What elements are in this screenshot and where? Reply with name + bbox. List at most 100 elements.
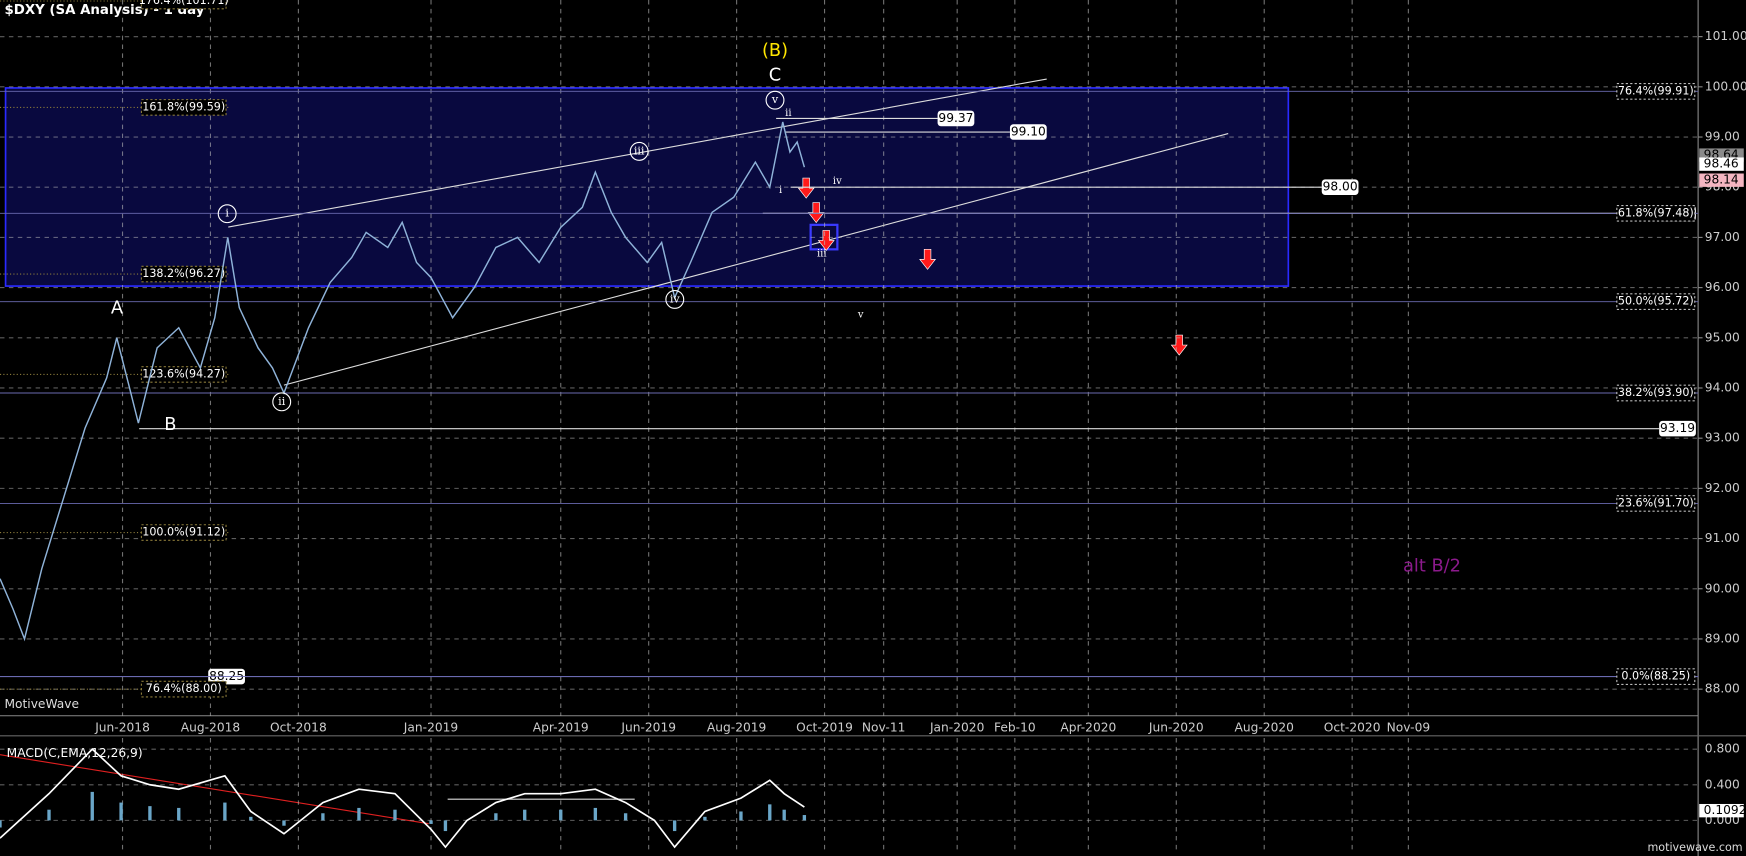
fib-label: 100.0%(91.12) <box>142 526 225 539</box>
x-tick-label: Feb-10 <box>994 720 1036 734</box>
down-arrow <box>817 230 835 251</box>
x-tick-label: Jan-2019 <box>403 720 458 734</box>
price-marker-label: 98.46 <box>1704 157 1739 171</box>
wave-label: iv <box>833 176 842 187</box>
level-label: 93.19 <box>1660 421 1695 435</box>
x-tick-label: Jan-2020 <box>929 720 984 734</box>
macd-line <box>0 747 805 849</box>
wave-circle <box>629 141 649 161</box>
wave-label: i <box>779 185 782 196</box>
fib-label: 76.4%(88.00) <box>146 682 222 695</box>
footer: motivewave.com <box>1647 841 1742 854</box>
fib-box <box>140 99 227 116</box>
fib-label: 50.0%(95.72) <box>1618 295 1694 308</box>
x-tick-label: Oct-2018 <box>270 720 327 734</box>
trendline <box>228 78 1047 228</box>
x-tick-label: Aug-2018 <box>181 720 240 734</box>
price-line <box>0 121 806 642</box>
fib-box <box>140 366 227 383</box>
fib-label: 123.6%(94.27) <box>142 367 225 380</box>
x-tick-label: Jun-2019 <box>620 720 676 734</box>
fib-label: 76.4%(99.91) <box>1618 84 1694 97</box>
x-tick-label: Aug-2020 <box>1234 720 1293 734</box>
fib-label: 161.8%(99.59) <box>142 100 225 113</box>
fib-label: 23.6%(91.70) <box>1618 496 1694 509</box>
wave-circle <box>272 392 292 412</box>
x-tick-label: Oct-2020 <box>1324 720 1381 734</box>
level-box <box>1009 124 1047 140</box>
y-tick-label: 96.00 <box>1705 280 1740 294</box>
down-arrow <box>1170 334 1188 356</box>
fib-box <box>140 265 227 283</box>
x-tick-label: Jun-2018 <box>94 720 150 734</box>
x-tick-label: Nov-11 <box>862 720 906 734</box>
y-tick-label: 97.00 <box>1705 230 1740 244</box>
wave-label: B <box>164 414 176 435</box>
level-box <box>937 110 975 127</box>
fib-label: 61.8%(97.48) <box>1618 206 1694 219</box>
fib-box <box>140 0 227 10</box>
y-tick-label: 88.00 <box>1705 682 1740 696</box>
wave-label: v <box>857 310 864 321</box>
macd-tick-label: 0.400 <box>1705 777 1740 791</box>
fib-box <box>1616 495 1696 512</box>
fib-box <box>1616 83 1696 100</box>
price-marker <box>1699 173 1744 187</box>
fib-box <box>140 524 227 541</box>
wave-label: i <box>225 207 229 220</box>
price-marker <box>1699 157 1744 171</box>
fib-label: 176.4%(101.71) <box>139 0 229 7</box>
wave-label: v <box>771 93 779 106</box>
down-arrow <box>807 202 825 224</box>
wave-label: alt B/2 <box>1403 556 1461 577</box>
fib-label: 38.2%(93.90) <box>1618 386 1694 399</box>
y-tick-label: 93.00 <box>1705 431 1740 445</box>
level-label: 99.37 <box>938 111 973 125</box>
level-box <box>1659 420 1696 437</box>
fib-box <box>1616 293 1696 311</box>
down-arrow <box>797 177 815 199</box>
y-tick-label: 92.00 <box>1705 481 1740 495</box>
fib-box <box>1616 204 1696 222</box>
wave-label: (B) <box>762 40 788 61</box>
watermark: MotiveWave <box>4 697 79 711</box>
wave-label: iii <box>817 248 827 259</box>
wave-circle <box>217 204 237 224</box>
wave-label: ii <box>278 395 286 408</box>
level-label: 88.25 <box>209 669 244 683</box>
wave-label: C <box>769 65 781 86</box>
wave-label: A <box>111 297 124 318</box>
y-tick-label: 89.00 <box>1705 631 1740 645</box>
y-tick-label: 101.00 <box>1705 29 1746 43</box>
y-tick-label: 99.00 <box>1705 130 1740 144</box>
fib-box <box>1616 668 1696 685</box>
x-tick-label: Apr-2019 <box>533 720 589 734</box>
level-box <box>1321 179 1359 196</box>
x-tick-label: Aug-2019 <box>707 720 766 734</box>
wave-label: iii <box>634 144 645 157</box>
fib-box <box>1616 384 1696 402</box>
trendline <box>283 133 1229 386</box>
down-arrow <box>919 249 937 270</box>
macd-marker <box>1699 803 1744 818</box>
wave-circle <box>765 90 785 110</box>
level-label: 99.10 <box>1011 125 1046 139</box>
level-label: 98.00 <box>1323 180 1358 194</box>
x-tick-label: Jun-2020 <box>1148 720 1204 734</box>
y-tick-label: 91.00 <box>1705 531 1740 545</box>
x-tick-label: Apr-2020 <box>1060 720 1116 734</box>
fib-box <box>140 680 227 698</box>
macd-trendline <box>0 754 429 825</box>
wave-label: iv <box>670 292 681 305</box>
wave-label: ii <box>785 108 791 119</box>
y-tick-label: 95.00 <box>1705 330 1740 344</box>
macd-tick-label: 0.800 <box>1705 742 1740 756</box>
wave-circle <box>665 289 685 309</box>
y-tick-label: 94.00 <box>1705 380 1740 394</box>
y-tick-label: 90.00 <box>1705 581 1740 595</box>
fib-label: 138.2%(96.27) <box>142 267 225 280</box>
arrows <box>797 177 1188 356</box>
fib-label: 0.0%(88.25) <box>1621 670 1690 683</box>
